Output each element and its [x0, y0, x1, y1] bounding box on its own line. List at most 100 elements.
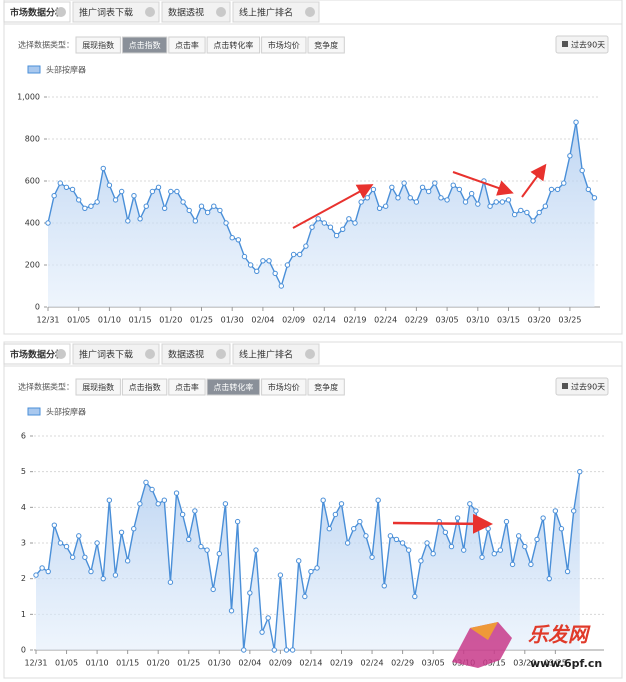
- filter-button[interactable]: [121, 378, 168, 396]
- point: [321, 220, 327, 226]
- point: [499, 199, 506, 205]
- point: [456, 186, 463, 193]
- point: [381, 583, 387, 589]
- legend-label: 头部按摩器: [46, 65, 86, 75]
- range-button[interactable]: [555, 377, 609, 396]
- point: [284, 262, 291, 268]
- point: [530, 218, 536, 224]
- tab[interactable]: [232, 343, 320, 365]
- x-tick-label: 01/15: [129, 316, 152, 325]
- point: [143, 203, 149, 209]
- point: [39, 565, 45, 571]
- x-tick-label: 01/05: [67, 316, 90, 325]
- filter-button[interactable]: [261, 378, 307, 396]
- tab[interactable]: [72, 1, 160, 23]
- point: [88, 203, 94, 209]
- calendar-icon: [562, 41, 568, 47]
- point: [552, 508, 559, 514]
- help-icon: [216, 349, 226, 359]
- range-button[interactable]: [555, 35, 609, 54]
- point: [524, 209, 530, 216]
- filter-button[interactable]: [121, 36, 168, 54]
- point: [442, 529, 449, 536]
- point: [143, 479, 149, 486]
- filter-button[interactable]: [168, 378, 206, 396]
- point: [161, 205, 168, 212]
- tab[interactable]: [161, 343, 231, 365]
- legend-swatch: [27, 407, 41, 416]
- filter-button[interactable]: [261, 36, 307, 54]
- point: [247, 262, 254, 268]
- filter-button[interactable]: [206, 36, 261, 54]
- tab[interactable]: [72, 343, 160, 365]
- point: [424, 540, 430, 546]
- point: [375, 497, 381, 503]
- y-tick-label: 5: [21, 467, 26, 476]
- point: [346, 216, 352, 222]
- point: [186, 536, 192, 543]
- y-tick-label: 3: [21, 539, 26, 548]
- point: [493, 199, 499, 205]
- point: [63, 184, 70, 191]
- x-tick-label: 02/04: [251, 316, 274, 325]
- filter-button[interactable]: [206, 378, 261, 396]
- filter-button[interactable]: [307, 378, 345, 396]
- point: [522, 543, 528, 550]
- filter-button[interactable]: [75, 378, 121, 396]
- point: [430, 551, 436, 557]
- point: [118, 188, 125, 195]
- filter-button-label: 市场均价: [268, 382, 300, 392]
- y-tick-label: 400: [25, 219, 40, 228]
- point: [561, 180, 567, 186]
- point: [518, 207, 524, 214]
- point: [290, 251, 297, 258]
- y-tick-label: 0: [21, 646, 26, 655]
- help-icon: [216, 7, 226, 17]
- filter-button-label: 点击率: [175, 382, 199, 392]
- help-icon: [305, 349, 315, 359]
- point: [387, 533, 394, 539]
- area: [48, 122, 595, 307]
- x-tick-label: 02/24: [374, 316, 397, 325]
- point: [505, 197, 512, 203]
- x-tick-label: 12/31: [24, 659, 47, 668]
- point: [266, 258, 272, 264]
- tab[interactable]: [161, 1, 231, 23]
- point: [389, 184, 395, 191]
- point: [88, 568, 94, 575]
- x-tick-label: 02/29: [391, 659, 414, 668]
- x-tick-label: 01/30: [221, 316, 244, 325]
- point: [406, 547, 412, 553]
- point: [94, 540, 100, 546]
- watermark-url: www.6pf.cn: [530, 657, 602, 670]
- filter-button[interactable]: [168, 36, 206, 54]
- area: [36, 471, 580, 650]
- point: [358, 199, 364, 205]
- tab-label: 数据透视: [168, 7, 204, 19]
- point: [228, 608, 235, 614]
- point: [222, 501, 229, 507]
- x-tick-label: 02/09: [282, 316, 305, 325]
- point: [399, 540, 406, 546]
- point: [462, 199, 469, 205]
- point: [94, 199, 100, 205]
- filter-button[interactable]: [75, 36, 121, 54]
- x-tick-label: 01/05: [55, 659, 78, 668]
- x-tick-label: 01/10: [98, 316, 121, 325]
- filter-button[interactable]: [307, 36, 345, 54]
- tab[interactable]: [232, 1, 320, 23]
- point: [82, 554, 88, 560]
- point: [131, 526, 137, 532]
- y-tick-label: 600: [25, 177, 40, 186]
- point: [100, 575, 106, 582]
- point: [217, 207, 223, 214]
- filter-button-label: 竞争度: [314, 382, 338, 392]
- point: [100, 165, 106, 172]
- annotation-arrow: [521, 163, 547, 198]
- x-tick-label: 01/15: [116, 659, 139, 668]
- x-tick-label: 02/14: [313, 316, 336, 325]
- tab[interactable]: [3, 1, 71, 23]
- tab[interactable]: [3, 343, 71, 365]
- point: [393, 536, 400, 543]
- point: [309, 224, 315, 230]
